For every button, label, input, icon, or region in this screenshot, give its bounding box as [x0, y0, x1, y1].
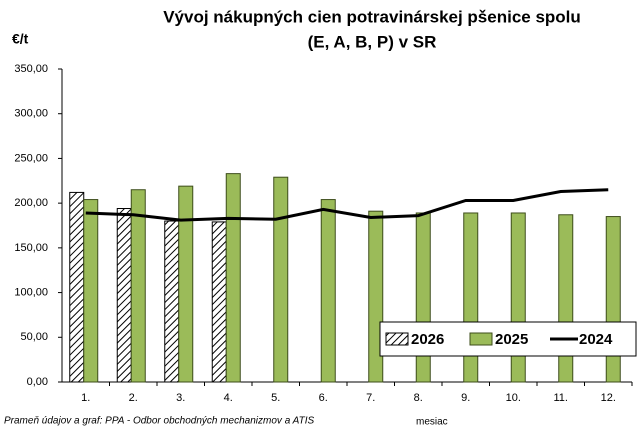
- bar: [273, 176, 289, 383]
- legend-swatch: [469, 332, 493, 346]
- x-tick-label: 8.: [414, 392, 423, 404]
- bar: [368, 210, 384, 383]
- bar: [415, 212, 431, 383]
- bar: [605, 216, 621, 383]
- x-tick-label: 9.: [461, 392, 470, 404]
- x-tick-label: 7.: [366, 392, 375, 404]
- y-tick-label: 50,00: [20, 331, 48, 343]
- bar: [116, 208, 132, 383]
- bar: [178, 185, 194, 383]
- x-tick-label: 12.: [601, 392, 616, 404]
- bar: [211, 221, 227, 383]
- x-tick-label: 6.: [319, 392, 328, 404]
- chart-title: Vývoj nákupných cien potravinárskej pšen…: [163, 7, 581, 26]
- legend-swatch: [385, 332, 409, 346]
- bar: [225, 173, 241, 383]
- bar: [510, 212, 526, 383]
- x-tick-label: 1.: [81, 392, 90, 404]
- y-axis-label: €/t: [12, 31, 29, 47]
- y-tick-label: 200,00: [14, 197, 48, 209]
- legend-label: 2026: [411, 331, 444, 348]
- legend-label: 2025: [495, 331, 528, 348]
- x-axis-label: mesiac: [416, 417, 448, 428]
- legend-box: [379, 321, 637, 357]
- legend-label: 2024: [579, 331, 613, 348]
- chart-title: (E, A, B, P) v SR: [308, 32, 437, 51]
- y-tick-label: 300,00: [14, 108, 48, 120]
- source-note: Prameň údajov a graf: PPA - Odbor obchod…: [4, 416, 314, 427]
- x-tick-label: 5.: [271, 392, 280, 404]
- x-tick-label: 4.: [224, 392, 233, 404]
- y-tick-label: 0,00: [27, 376, 48, 388]
- y-tick-label: 250,00: [14, 152, 48, 164]
- bar: [320, 199, 336, 383]
- y-tick-label: 100,00: [14, 286, 48, 298]
- bar: [558, 214, 574, 383]
- bar: [83, 199, 99, 383]
- x-tick-label: 10.: [506, 392, 521, 404]
- y-tick-label: 150,00: [14, 242, 48, 254]
- x-tick-label: 3.: [176, 392, 185, 404]
- x-tick-label: 11.: [554, 392, 568, 404]
- x-tick-label: 2.: [129, 392, 138, 404]
- bar: [164, 220, 180, 383]
- bar: [69, 191, 85, 383]
- bar: [130, 189, 146, 383]
- y-tick-label: 350,00: [14, 63, 48, 75]
- bar: [463, 212, 479, 383]
- line: [85, 188, 609, 222]
